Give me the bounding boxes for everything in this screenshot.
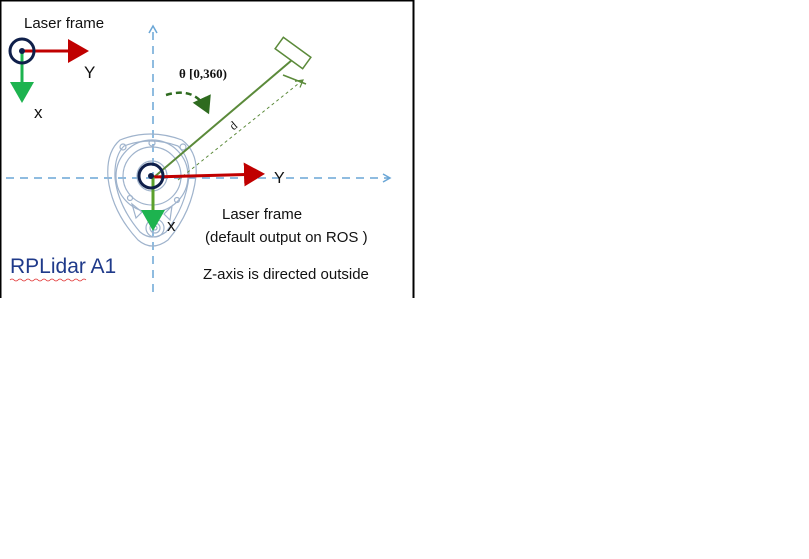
center-frame-title: Laser frame — [222, 206, 302, 223]
top-left-y-axis-label: Y — [84, 63, 95, 82]
center-origin-ring — [137, 162, 165, 190]
angle-arc — [165, 91, 211, 115]
frame-border — [0, 0, 415, 298]
center-y-axis-arrow — [152, 162, 265, 187]
distance-label: d — [226, 118, 240, 133]
top-left-x-axis-label: x — [34, 103, 43, 122]
device-name: RPLidar A1 — [10, 255, 116, 278]
target-obstacle — [274, 36, 312, 85]
center-frame-subtitle: (default output on ROS ) — [205, 229, 368, 246]
z-axis-note: Z-axis is directed outside — [203, 266, 369, 283]
top-left-origin-ring — [8, 37, 36, 65]
center-x-axis-label: x — [167, 216, 176, 235]
spellcheck-underline — [9, 278, 87, 282]
center-origin-dot — [148, 173, 154, 179]
top-left-origin-dot — [19, 48, 25, 54]
measurement-ray — [152, 59, 293, 179]
angle-label: θ [0,360) — [179, 66, 227, 81]
distance-arrow — [177, 79, 304, 181]
center-y-axis-label: Y — [274, 170, 285, 187]
top-left-frame-title: Laser frame — [24, 15, 104, 32]
